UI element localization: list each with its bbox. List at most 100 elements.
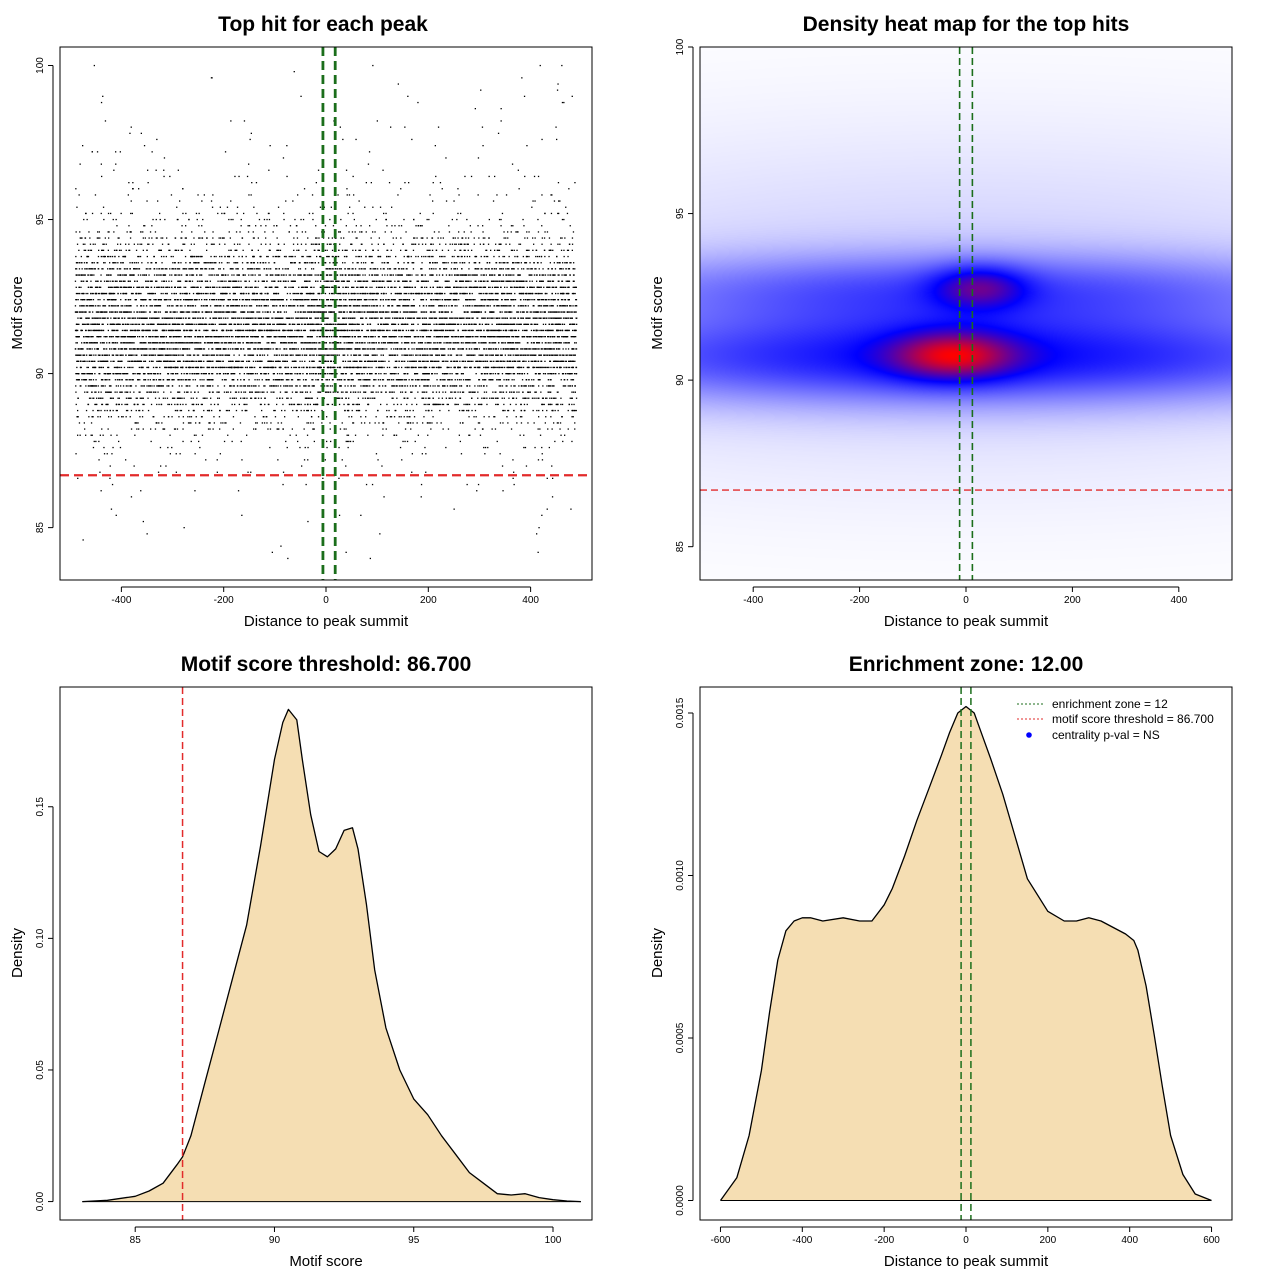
scatter-point bbox=[235, 311, 236, 312]
scatter-point bbox=[511, 287, 512, 288]
scatter-point bbox=[201, 225, 202, 226]
scatter-point bbox=[325, 392, 326, 393]
scatter-point bbox=[406, 379, 407, 380]
scatter-point bbox=[534, 398, 535, 399]
scatter-point bbox=[514, 293, 515, 294]
scatter-point bbox=[354, 330, 355, 331]
scatter-point bbox=[298, 287, 299, 288]
scatter-point bbox=[231, 336, 232, 337]
scatter-point bbox=[211, 77, 212, 78]
scatter-point bbox=[502, 213, 503, 214]
scatter-point bbox=[370, 398, 371, 399]
scatter-point bbox=[498, 348, 499, 349]
scatter-point bbox=[256, 342, 257, 343]
scatter-point bbox=[300, 96, 301, 97]
scatter-point bbox=[298, 416, 299, 417]
scatter-point bbox=[563, 348, 564, 349]
scatter-point bbox=[512, 459, 513, 460]
scatter-point bbox=[244, 398, 245, 399]
scatter-point bbox=[237, 262, 238, 263]
scatter-point bbox=[318, 373, 319, 374]
scatter-point bbox=[80, 355, 81, 356]
scatter-point bbox=[451, 262, 452, 263]
scatter-point bbox=[302, 361, 303, 362]
scatter-point bbox=[364, 373, 365, 374]
scatter-point bbox=[431, 361, 432, 362]
scatter-point bbox=[92, 367, 93, 368]
scatter-point bbox=[317, 299, 318, 300]
scatter-point bbox=[292, 392, 293, 393]
scatter-point bbox=[372, 262, 373, 263]
scatter-point bbox=[456, 274, 457, 275]
scatter-point bbox=[400, 385, 401, 386]
scatter-point bbox=[106, 348, 107, 349]
scatter-point bbox=[115, 367, 116, 368]
scatter-point bbox=[267, 392, 268, 393]
scatter-point bbox=[239, 318, 240, 319]
scatter-point bbox=[421, 367, 422, 368]
scatter-point bbox=[300, 268, 301, 269]
scatter-point bbox=[574, 373, 575, 374]
scatter-point bbox=[570, 398, 571, 399]
scatter-point bbox=[83, 311, 84, 312]
scatter-point bbox=[407, 385, 408, 386]
scatter-point bbox=[255, 373, 256, 374]
scatter-point bbox=[126, 385, 127, 386]
scatter-point bbox=[464, 262, 465, 263]
scatter-point bbox=[351, 311, 352, 312]
scatter-point bbox=[90, 398, 91, 399]
scatter-point bbox=[174, 318, 175, 319]
scatter-point bbox=[292, 200, 293, 201]
scatter-point bbox=[324, 355, 325, 356]
scatter-point bbox=[140, 342, 141, 343]
scatter-point bbox=[438, 404, 439, 405]
scatter-point bbox=[329, 262, 330, 263]
scatter-point bbox=[244, 373, 245, 374]
scatter-point bbox=[139, 379, 140, 380]
scatter-point bbox=[511, 336, 512, 337]
scatter-point bbox=[523, 447, 524, 448]
scatter-point bbox=[294, 299, 295, 300]
scatter-point bbox=[456, 336, 457, 337]
scatter-point bbox=[441, 256, 442, 257]
scatter-point bbox=[409, 311, 410, 312]
scatter-point bbox=[361, 342, 362, 343]
scatter-point bbox=[251, 133, 252, 134]
scatter-point bbox=[388, 299, 389, 300]
scatter-point bbox=[99, 237, 100, 238]
scatter-point bbox=[525, 262, 526, 263]
scatter-point bbox=[208, 262, 209, 263]
scatter-point bbox=[259, 305, 260, 306]
scatter-point bbox=[471, 176, 472, 177]
scatter-point bbox=[469, 385, 470, 386]
scatter-point bbox=[207, 330, 208, 331]
scatter-point bbox=[454, 244, 455, 245]
scatter-point bbox=[404, 127, 405, 128]
scatter-point bbox=[409, 379, 410, 380]
scatter-point bbox=[413, 219, 414, 220]
scatter-point bbox=[553, 367, 554, 368]
scatter-point bbox=[232, 398, 233, 399]
scatter-point bbox=[277, 237, 278, 238]
scatter-point bbox=[394, 385, 395, 386]
scatter-point bbox=[219, 324, 220, 325]
scatter-point bbox=[77, 435, 78, 436]
scatter-point bbox=[119, 250, 120, 251]
scatter-point bbox=[432, 392, 433, 393]
scatter-point bbox=[137, 324, 138, 325]
scatter-point bbox=[360, 336, 361, 337]
scatter-point bbox=[341, 237, 342, 238]
scatter-point bbox=[193, 293, 194, 294]
scatter-point bbox=[347, 392, 348, 393]
scatter-point bbox=[531, 361, 532, 362]
scatter-point bbox=[156, 311, 157, 312]
scatter-point bbox=[400, 188, 401, 189]
scatter-point bbox=[142, 410, 143, 411]
scatter-point bbox=[387, 305, 388, 306]
scatter-point bbox=[350, 367, 351, 368]
scatter-point bbox=[521, 416, 522, 417]
scatter-point bbox=[161, 293, 162, 294]
scatter-point bbox=[567, 342, 568, 343]
scatter-point bbox=[178, 287, 179, 288]
scatter-point bbox=[507, 422, 508, 423]
